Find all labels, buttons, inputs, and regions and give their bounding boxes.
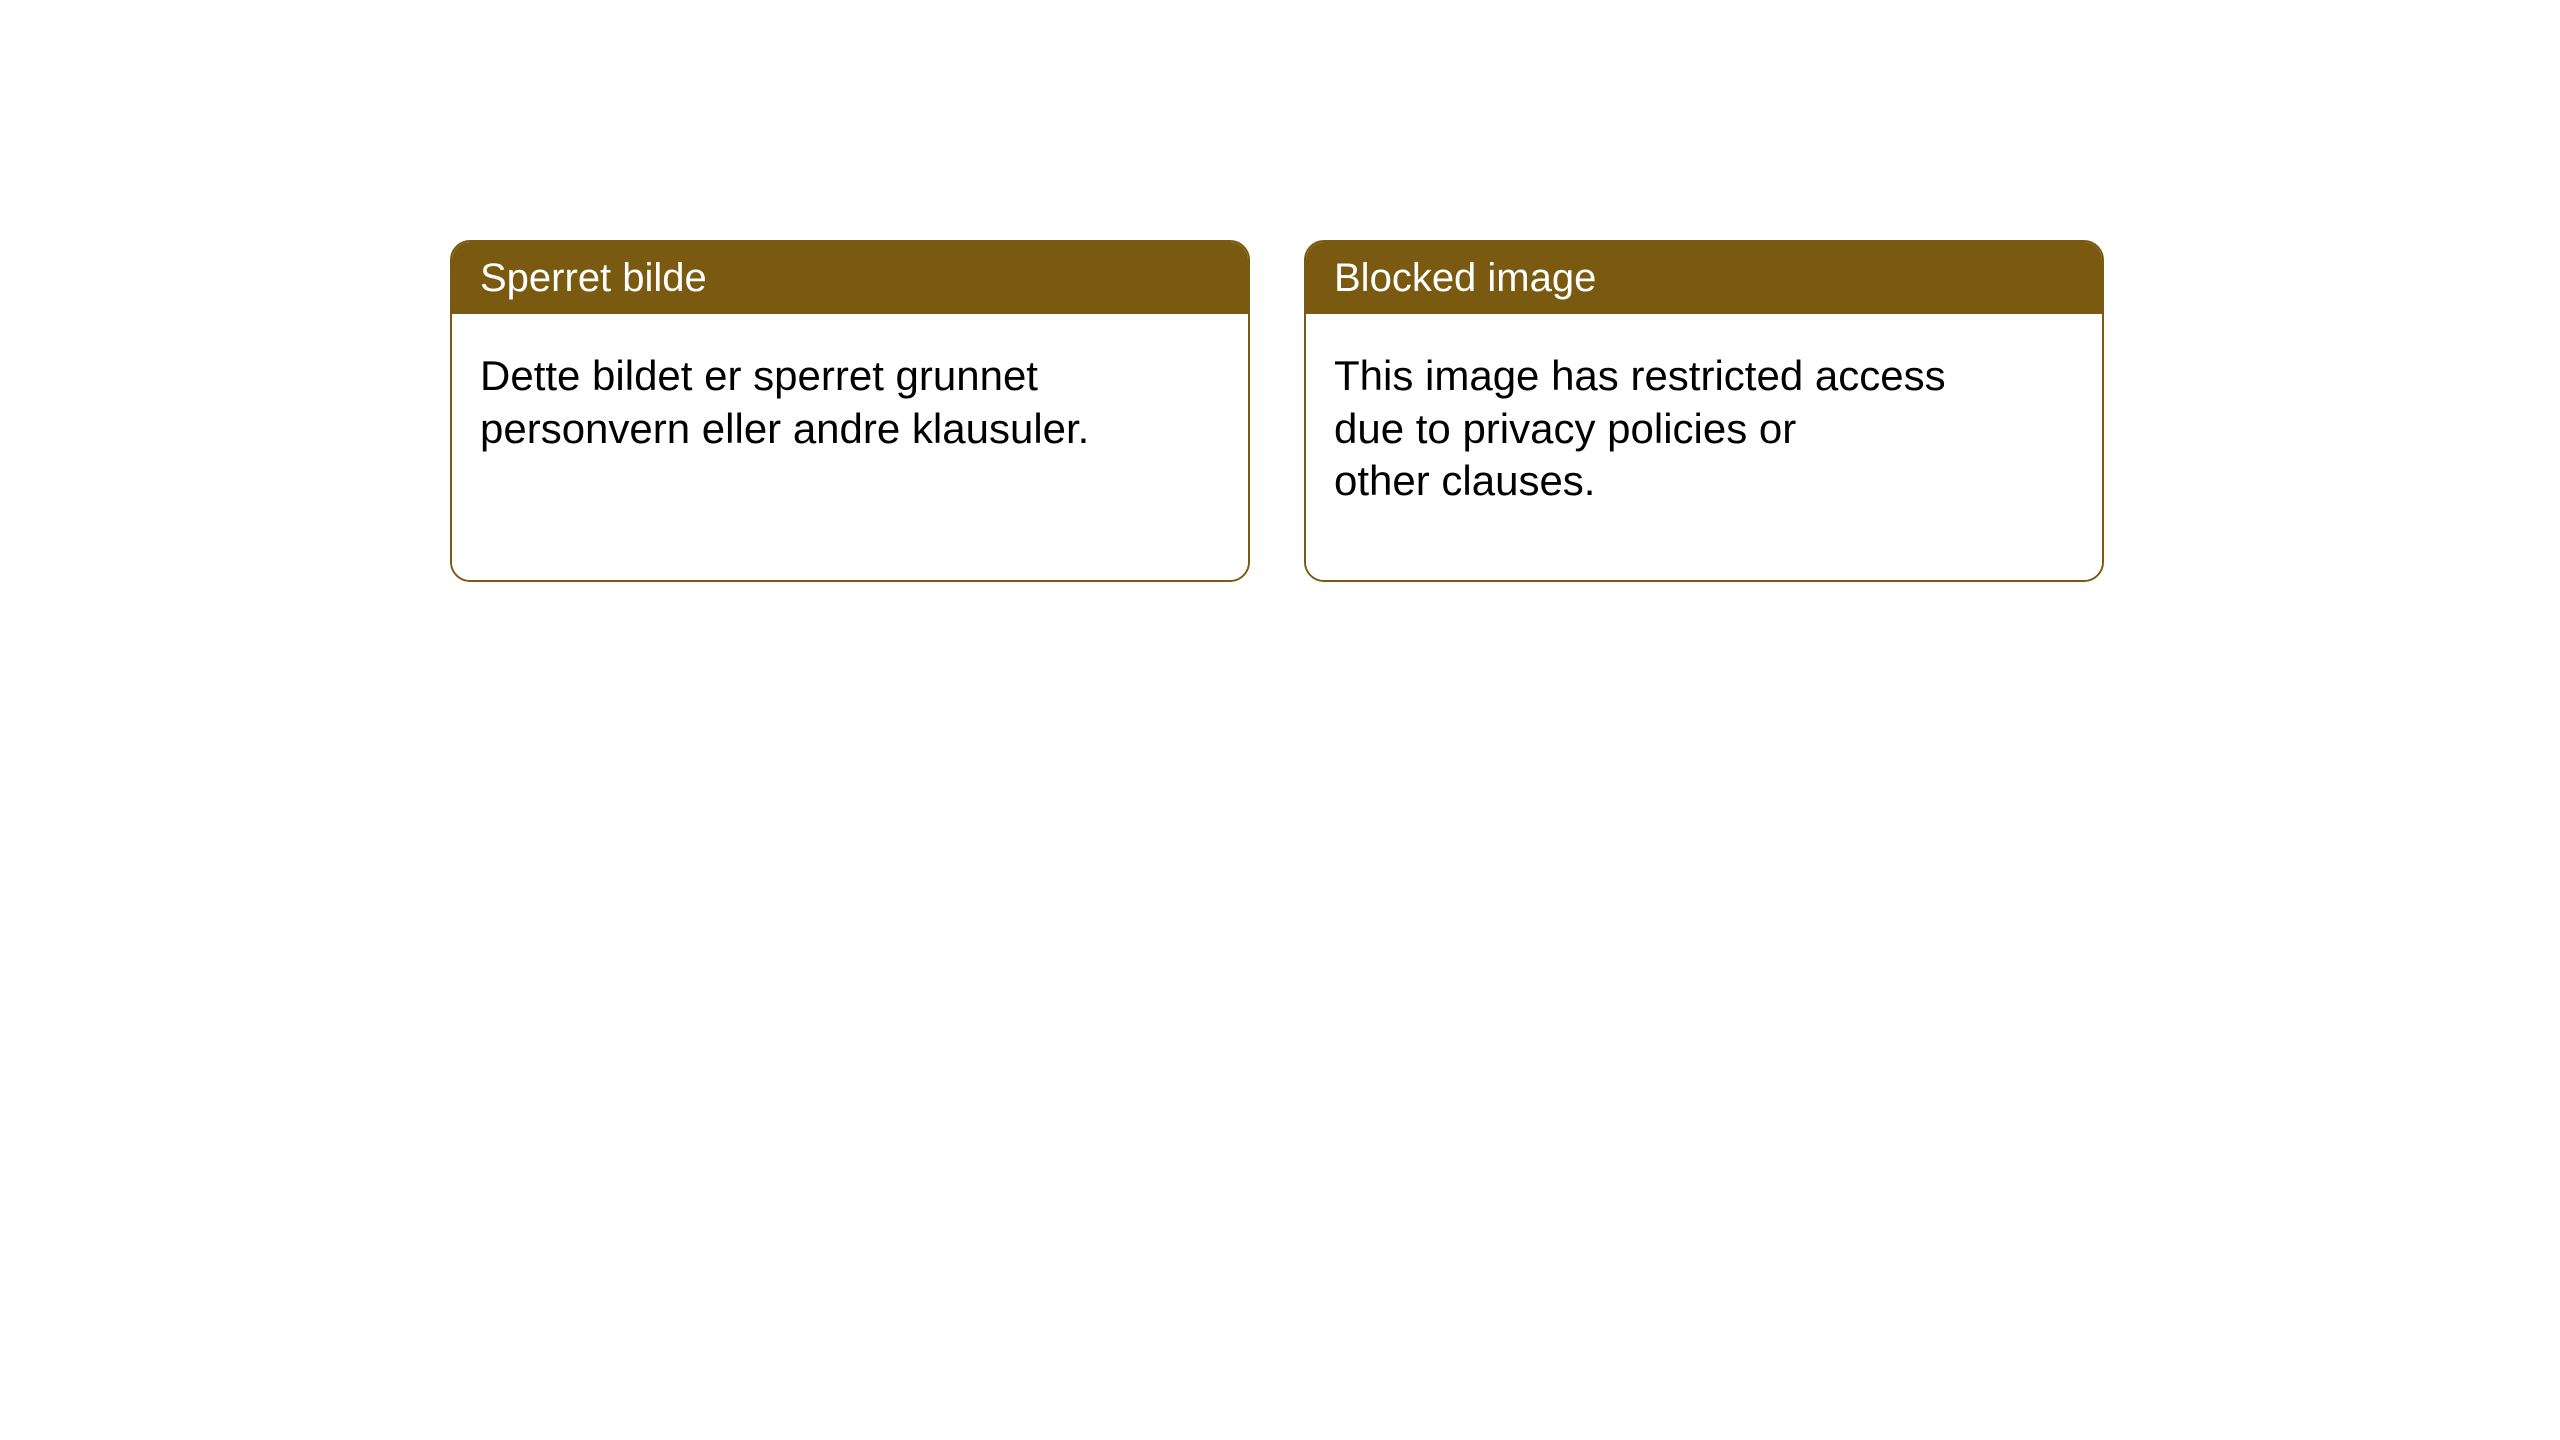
card-body: Dette bildet er sperret grunnet personve… — [452, 314, 1248, 580]
card-header: Sperret bilde — [452, 242, 1248, 314]
card-english: Blocked image This image has restricted … — [1304, 240, 2104, 582]
cards-container: Sperret bilde Dette bildet er sperret gr… — [450, 240, 2104, 582]
card-norwegian: Sperret bilde Dette bildet er sperret gr… — [450, 240, 1250, 582]
card-body: This image has restricted access due to … — [1306, 314, 2102, 580]
card-header: Blocked image — [1306, 242, 2102, 314]
